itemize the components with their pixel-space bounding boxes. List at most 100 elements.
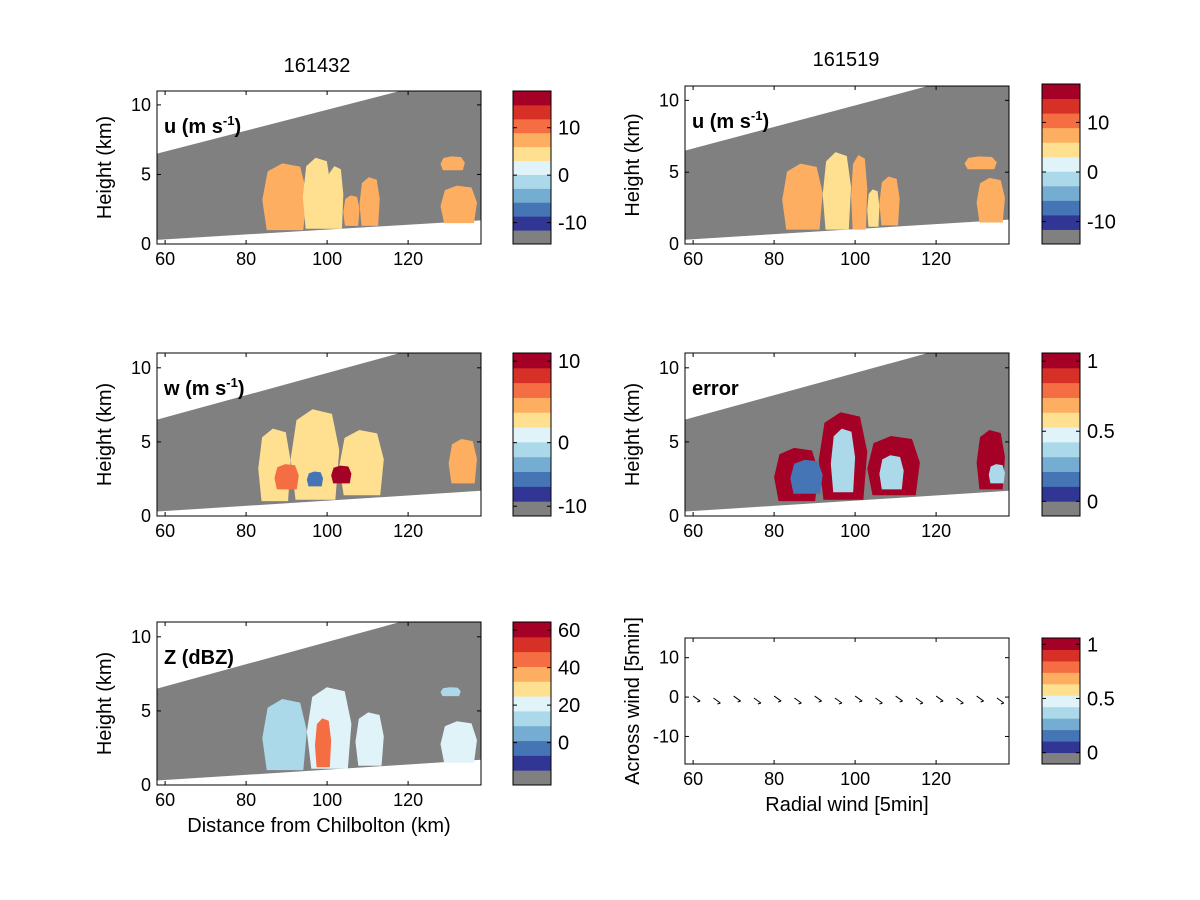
colorbar-segment xyxy=(513,132,551,148)
data-blob xyxy=(964,156,997,170)
colorbar-segment xyxy=(1042,113,1080,129)
axes-frame xyxy=(684,352,1010,517)
wind-vector-head xyxy=(717,702,721,705)
x-tick-label: 120 xyxy=(393,249,423,269)
colorbar-segment xyxy=(1042,441,1080,458)
wind-vector xyxy=(895,695,903,702)
colorbar-segment xyxy=(513,412,551,428)
colorbar-segment xyxy=(1042,729,1080,742)
wind-vector-head xyxy=(960,702,964,705)
colorbar-tick-label: 10 xyxy=(1087,112,1109,134)
colorbar-segment xyxy=(513,174,551,189)
y-axis-label: Height (km) xyxy=(94,652,116,755)
colorbar-segment xyxy=(513,471,551,487)
colorbar-segment xyxy=(1042,649,1080,662)
colorbar-segment xyxy=(513,456,551,473)
wind-vector xyxy=(753,697,762,704)
y-tick-label: 10 xyxy=(659,358,679,378)
data-blob xyxy=(830,428,856,493)
colorbar-tick-label: 0 xyxy=(1087,162,1098,184)
colorbar-segment xyxy=(1042,382,1080,398)
axes-frame xyxy=(684,637,1010,765)
colorbar-segment xyxy=(1042,486,1080,502)
x-tick-label: 100 xyxy=(840,521,870,541)
wind-vector-head xyxy=(899,700,903,703)
colorbar-segment xyxy=(1042,156,1080,172)
axes-frame xyxy=(156,90,482,245)
x-tick-label: 100 xyxy=(840,249,870,269)
data-blob xyxy=(331,465,352,484)
y-tick-label: 10 xyxy=(659,90,679,110)
data-blob xyxy=(262,699,307,771)
colorbar-segment xyxy=(513,770,551,785)
data-blob xyxy=(343,195,360,226)
colorbar-segment xyxy=(1042,142,1080,158)
colorbar-segment xyxy=(1042,367,1080,384)
colorbar-segment xyxy=(1042,501,1080,516)
x-tick-label: 80 xyxy=(236,790,256,810)
wind-vector xyxy=(875,697,883,704)
y-axis-label: Height (km) xyxy=(94,116,116,219)
colorbar-tick-label: -10 xyxy=(558,213,587,235)
wind-vector xyxy=(854,695,863,702)
y-tick-label: 0 xyxy=(141,775,151,795)
x-tick-label: 100 xyxy=(312,521,342,541)
wind-vector xyxy=(956,697,964,704)
colorbar-tick-label: 1 xyxy=(1087,351,1098,373)
data-blob xyxy=(879,455,904,490)
y-tick-label: 0 xyxy=(141,234,151,254)
y-tick-label: 0 xyxy=(141,506,151,526)
data-blob xyxy=(290,409,340,500)
colorbar-segment xyxy=(513,427,551,443)
colorbar-segment xyxy=(1042,471,1080,487)
y-tick-label: -10 xyxy=(653,726,679,746)
colorbar-tick-label: 60 xyxy=(558,620,580,642)
wind-vector xyxy=(996,697,1005,704)
colorbar-segment xyxy=(1042,456,1080,473)
data-blob xyxy=(327,166,344,229)
colorbar-segment xyxy=(1042,718,1080,731)
data-blob xyxy=(822,152,852,230)
colorbar-frame xyxy=(1041,83,1081,245)
x-tick-label: 80 xyxy=(236,521,256,541)
wind-vector xyxy=(814,695,822,702)
colorbar-segment xyxy=(1042,752,1080,764)
colorbar-segment xyxy=(513,755,551,771)
axes-frame xyxy=(156,352,482,517)
colorbar-tick-label: 20 xyxy=(558,695,580,717)
data-blob xyxy=(782,163,823,230)
y-tick-label: 5 xyxy=(141,432,151,452)
colorbar-tick-label: 0.5 xyxy=(1087,421,1115,443)
colorbar-segment xyxy=(513,216,551,231)
y-axis-label: Across wind [5min] xyxy=(622,617,644,785)
data-blob xyxy=(314,718,332,768)
colorbar-segment xyxy=(513,710,551,727)
wind-vector xyxy=(713,697,721,704)
colorbar-frame xyxy=(512,352,552,517)
y-tick-label: 0 xyxy=(669,506,679,526)
panel-bottom-left: 60 80 100 120 0 5 10 Height (km) Distance from C… xyxy=(94,620,580,837)
column-title-right: 161519 xyxy=(813,49,880,71)
data-blob xyxy=(339,430,384,496)
y-tick-label: 10 xyxy=(131,95,151,115)
data-blob xyxy=(302,157,332,229)
colorbar-segment xyxy=(1042,660,1080,673)
data-blob xyxy=(306,471,324,487)
y-tick-label: 10 xyxy=(131,358,151,378)
x-tick-label: 60 xyxy=(155,790,175,810)
colorbar-segment xyxy=(513,501,551,516)
y-tick-label: 5 xyxy=(669,432,679,452)
x-tick-label: 80 xyxy=(764,769,784,789)
wind-vector-head xyxy=(858,700,863,703)
data-blob xyxy=(274,464,299,490)
x-tick-label: 80 xyxy=(764,521,784,541)
colorbar-segment xyxy=(513,202,551,217)
colorbar-frame xyxy=(512,90,552,245)
colorbar-frame xyxy=(512,621,552,786)
data-blob xyxy=(851,154,868,230)
wind-vector xyxy=(773,695,782,702)
colorbar-segment xyxy=(513,696,551,712)
